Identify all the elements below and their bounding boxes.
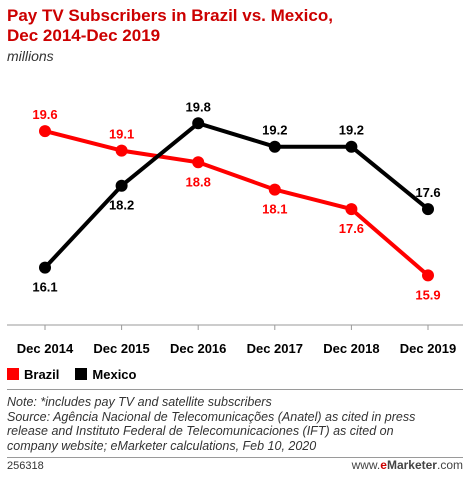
data-label-brazil: 17.6 <box>339 221 364 236</box>
note-line-3: release and Instituto Federal de Telecom… <box>7 424 394 438</box>
x-tick-label: Dec 2014 <box>17 341 74 356</box>
x-tick-label: Dec 2016 <box>170 341 226 356</box>
footer: 256318 www.eMarketer.com <box>7 458 463 474</box>
data-point-mexico <box>422 203 434 216</box>
legend: Brazil Mexico <box>7 365 152 383</box>
data-point-mexico <box>345 140 358 153</box>
brand-marketer: Marketer <box>386 458 437 472</box>
line-chart: Dec 2014 Dec 2015 Dec 2016 Dec 2017 Dec 2018… <box>7 99 463 356</box>
data-point-mexico <box>115 179 128 192</box>
divider-top <box>7 389 463 390</box>
x-tick-label: Dec 2018 <box>323 341 379 356</box>
x-tick-label: Dec 2019 <box>400 341 456 356</box>
note-line-4: company website; eMarketer calculations,… <box>7 438 317 453</box>
chart-title-line1: Pay TV Subscribers in Brazil vs. Mexico, <box>7 6 333 25</box>
chart-subtitle: millions <box>7 48 54 64</box>
brand-link[interactable]: www.eMarketer.com <box>352 458 463 472</box>
data-label-mexico: 16.1 <box>32 280 57 295</box>
data-label-mexico: 18.2 <box>109 198 134 213</box>
note-line-2: Source: Agência Nacional de Telecomunica… <box>7 409 416 424</box>
data-label-mexico: 17.6 <box>415 185 440 200</box>
series-line-brazil <box>44 129 430 277</box>
legend-item-mexico: Mexico <box>75 367 136 382</box>
data-point-mexico <box>192 117 205 130</box>
data-point-brazil <box>192 156 205 169</box>
source-note: Note: *includes pay TV and satellite sub… <box>7 395 463 453</box>
data-point-mexico <box>39 261 51 274</box>
note-line-1: Note: *includes pay TV and satellite sub… <box>7 395 272 409</box>
brand-e: e <box>380 458 387 472</box>
chart-id: 256318 <box>7 460 44 472</box>
legend-label-mexico: Mexico <box>92 366 137 382</box>
legend-label-brazil: Brazil <box>24 366 60 382</box>
data-label-brazil: 18.1 <box>262 202 287 217</box>
data-label-brazil: 19.6 <box>32 107 57 122</box>
brand-prefix: www. <box>351 458 381 472</box>
data-point-brazil <box>115 144 128 157</box>
legend-item-brazil: Brazil <box>7 367 59 382</box>
chart-title-line2: Dec 2014-Dec 2019 <box>7 26 161 45</box>
x-tick-label: Dec 2017 <box>247 341 303 356</box>
divider-bottom <box>7 457 463 458</box>
series-line-mexico <box>43 121 430 269</box>
data-label-brazil: 15.9 <box>415 287 440 302</box>
data-point-mexico <box>268 140 281 153</box>
chart-title: Pay TV Subscribers in Brazil vs. Mexico,… <box>7 6 462 46</box>
data-point-brazil <box>345 203 358 216</box>
data-label-brazil: 18.8 <box>186 174 211 189</box>
data-label-mexico: 19.2 <box>262 123 287 138</box>
data-label-brazil: 19.1 <box>109 127 134 142</box>
brand-suffix: .com <box>436 458 463 472</box>
legend-swatch-mexico <box>75 368 88 380</box>
legend-swatch-brazil <box>7 368 19 380</box>
data-label-mexico: 19.2 <box>339 123 364 138</box>
data-label-mexico: 19.8 <box>186 99 211 114</box>
data-point-brazil <box>268 183 281 196</box>
x-tick-label: Dec 2015 <box>93 341 149 356</box>
data-point-brazil <box>422 269 434 282</box>
data-point-brazil <box>39 125 51 138</box>
